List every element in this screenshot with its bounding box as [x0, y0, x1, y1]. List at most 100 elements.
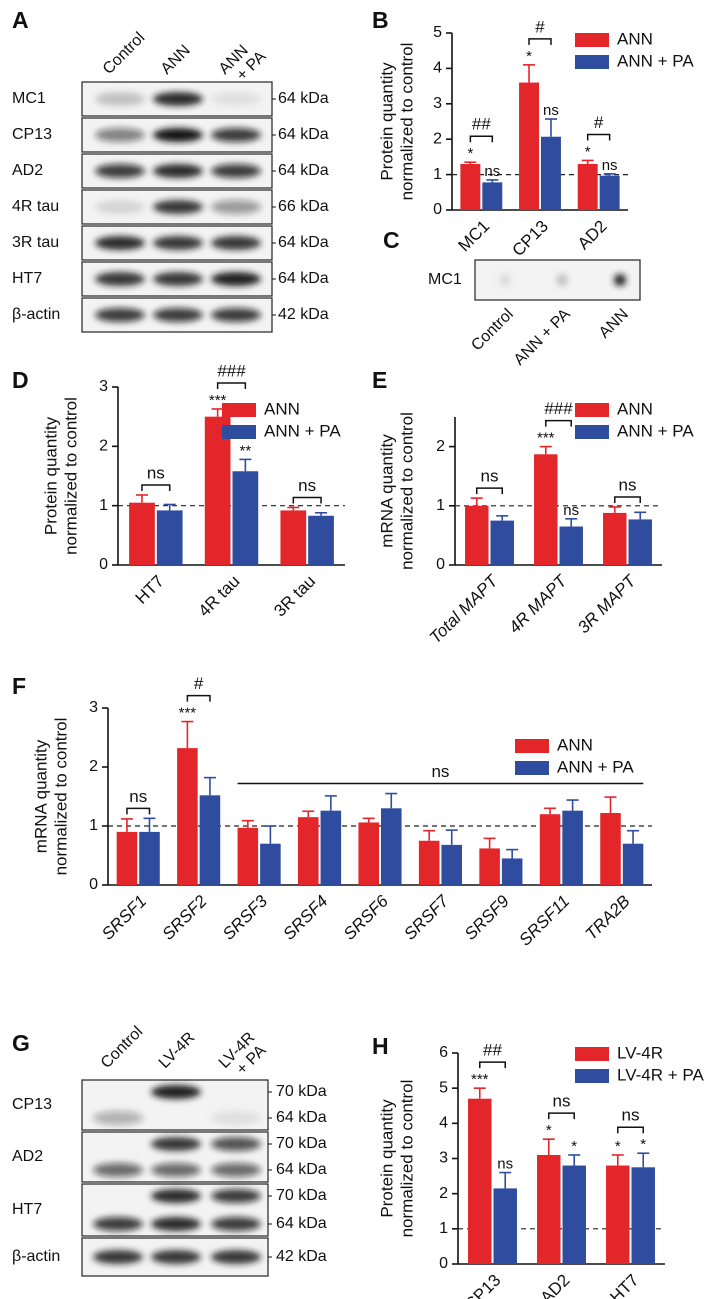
- lane-label: ANN + PA: [511, 306, 574, 369]
- y-tick-label: 5: [433, 24, 442, 41]
- bar: [237, 827, 259, 885]
- y-tick-label: 1: [433, 166, 442, 183]
- band: [93, 1163, 143, 1177]
- bar: [628, 519, 652, 565]
- y-axis-label-line: Protein quantity: [377, 1099, 396, 1218]
- lane-label: ANN: [596, 306, 632, 342]
- y-axis-label-line: normalized to control: [61, 397, 80, 555]
- bar: [501, 858, 523, 885]
- band: [211, 164, 261, 178]
- bar: [280, 510, 307, 565]
- bar: [490, 520, 514, 565]
- legend-label: ANN: [617, 29, 653, 48]
- y-axis-label-line: mRNA quantity: [31, 739, 50, 853]
- y-axis-label: Protein quantity normalized to control: [41, 397, 80, 555]
- legend-label: ANN + PA: [264, 421, 341, 440]
- bracket-label: ##: [483, 1041, 502, 1060]
- x-tick-label: Total MAPT: [426, 570, 503, 647]
- band: [153, 92, 203, 106]
- band: [211, 128, 261, 142]
- x-tick-label: SRSF2: [158, 891, 211, 944]
- significance-label: *: [546, 1122, 552, 1139]
- kda-label: 70 kDa: [276, 1187, 327, 1204]
- y-axis-label: Protein quantity normalized to control: [377, 1080, 416, 1238]
- row-label: 4R tau: [12, 198, 59, 215]
- y-axis-label-line: normalized to control: [51, 718, 70, 876]
- kda-label: 42 kDa: [278, 306, 329, 323]
- dot: [614, 274, 626, 286]
- bar: [559, 526, 583, 565]
- significance-label: ns: [563, 502, 579, 519]
- significance-label: ***: [471, 1071, 489, 1088]
- band: [151, 1085, 201, 1099]
- y-axis-label-line: mRNA quantity: [377, 434, 396, 548]
- legend-label: LV-4R + PA: [617, 1065, 704, 1084]
- bar: [606, 1165, 630, 1264]
- y-axis-label-line: normalized to control: [397, 43, 416, 201]
- band: [211, 1111, 261, 1125]
- bracket-label: ns: [622, 1106, 640, 1125]
- y-axis-label: mRNA quantity normalized to control: [31, 718, 70, 876]
- band: [211, 1163, 261, 1177]
- y-axis-label-line: Protein quantity: [377, 62, 396, 181]
- lane-label-line: Control: [98, 1023, 147, 1072]
- band: [211, 272, 261, 286]
- legend-label: ANN + PA: [557, 757, 634, 776]
- lane-label-line: ANN: [596, 306, 632, 342]
- bar: [177, 748, 198, 885]
- bracket: [586, 133, 611, 141]
- x-tick-label: CP13: [461, 1271, 505, 1299]
- panel-label: H: [372, 1033, 389, 1059]
- bar: [493, 1188, 517, 1264]
- band: [151, 1250, 201, 1264]
- kda-label: 70 kDa: [276, 1083, 327, 1100]
- legend-swatch: [575, 1069, 609, 1083]
- panel-label: G: [12, 1030, 30, 1056]
- bracket: [545, 419, 572, 427]
- bar: [479, 848, 500, 885]
- bracket-label: ns: [619, 475, 637, 494]
- band: [211, 1189, 261, 1203]
- y-tick-label: 5: [439, 1079, 448, 1096]
- bracket: [216, 382, 247, 389]
- bar: [260, 843, 281, 885]
- x-tick-label: AD2: [537, 1271, 574, 1299]
- significance-label: *: [640, 1136, 646, 1153]
- band: [211, 92, 261, 106]
- band: [153, 272, 203, 286]
- lane-label-line: ANN + PA: [511, 306, 574, 369]
- bracket: [617, 1126, 644, 1134]
- legend-swatch: [575, 403, 609, 417]
- kda-label: 64 kDa: [278, 270, 329, 287]
- legend-swatch: [575, 1047, 609, 1061]
- x-tick-label: SRSF4: [279, 892, 331, 944]
- y-tick-label: 4: [433, 60, 442, 77]
- band: [153, 200, 203, 214]
- significance-label: *: [615, 1138, 621, 1155]
- legend-swatch: [575, 425, 609, 439]
- y-tick-label: 2: [439, 1185, 448, 1202]
- lane-label-line: LV-4R: [156, 1029, 199, 1072]
- legend-label: ANN: [557, 735, 593, 754]
- lane-label: LV-4R: [156, 1029, 199, 1072]
- bracket-label: #: [594, 113, 604, 132]
- bar: [129, 502, 155, 565]
- band: [93, 1111, 143, 1125]
- lane-label-line: ANN: [158, 42, 194, 78]
- y-tick-label: 1: [439, 1220, 448, 1237]
- band: [93, 1217, 143, 1231]
- significance-label: ns: [497, 1156, 513, 1173]
- y-tick-label: 0: [99, 556, 108, 573]
- band: [153, 236, 203, 250]
- bar: [599, 175, 620, 210]
- bracket-label: ns: [553, 1092, 571, 1111]
- bar: [465, 505, 489, 565]
- x-tick-label: AD2: [574, 217, 611, 254]
- band: [95, 164, 145, 178]
- bracket: [548, 1112, 575, 1120]
- bracket-label: ns: [129, 787, 147, 806]
- band: [95, 272, 145, 286]
- y-tick-label: 1: [99, 497, 108, 514]
- bracket-label: #: [194, 674, 204, 693]
